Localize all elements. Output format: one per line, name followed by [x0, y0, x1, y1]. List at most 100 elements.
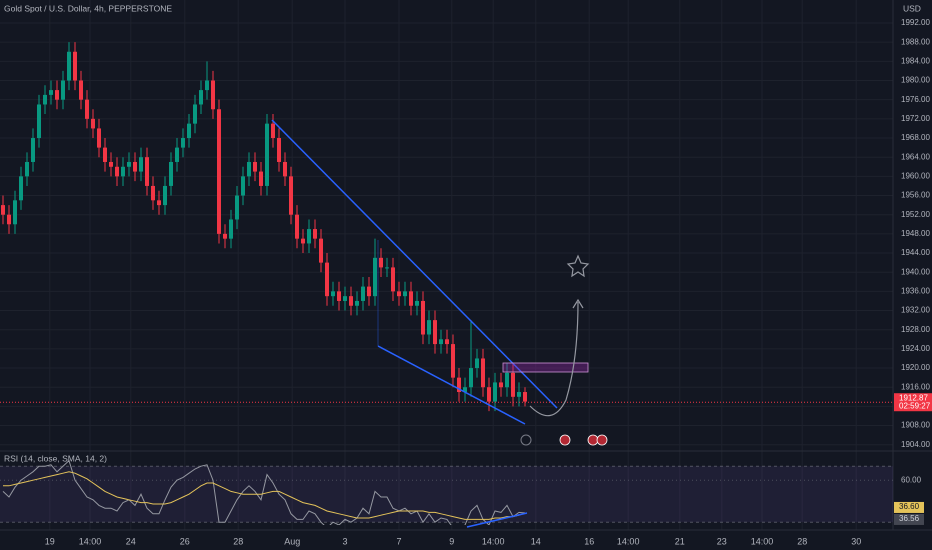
candle-body	[61, 80, 65, 100]
candle-body	[85, 99, 89, 119]
candle-body	[307, 229, 311, 244]
candle-body	[289, 176, 293, 215]
candle-body	[253, 161, 257, 172]
candle-body	[133, 161, 137, 172]
x-tick-label: 26	[180, 536, 190, 546]
candle-body	[505, 372, 509, 388]
y-tick-label: 1924.00	[901, 344, 930, 353]
rsi-sma-box	[894, 513, 924, 525]
candle-body	[439, 339, 443, 345]
candle-body	[367, 286, 371, 297]
candle-body	[259, 171, 263, 186]
y-tick-label: 1960.00	[901, 171, 930, 180]
candle-body	[181, 138, 185, 148]
y-tick-label: 1916.00	[901, 382, 930, 391]
candle-body	[469, 368, 473, 388]
candle-body	[361, 286, 365, 301]
event-icon[interactable]	[559, 434, 571, 446]
candle-body	[313, 229, 317, 239]
rsi-tick-label: 60.00	[901, 475, 922, 484]
candle-body	[7, 214, 11, 225]
rsi-value-label: 36.60	[899, 502, 920, 511]
y-tick-label: 1944.00	[901, 248, 930, 257]
candle-body	[523, 392, 527, 402]
event-icon[interactable]	[587, 434, 599, 446]
candle-body	[373, 257, 377, 297]
projection-arrow[interactable]	[529, 301, 579, 417]
x-tick-label: 14:00	[79, 536, 102, 546]
candle-body	[427, 320, 431, 335]
y-tick-label: 1904.00	[901, 440, 930, 449]
candle-body	[433, 320, 437, 345]
y-tick-label: 1932.00	[901, 306, 930, 315]
x-tick-label: 28	[233, 536, 243, 546]
candle-body	[175, 147, 179, 162]
currency: USD	[903, 3, 921, 13]
candle-body	[463, 387, 467, 393]
candle-body	[157, 200, 161, 206]
candle-body	[241, 176, 245, 196]
y-tick-label: 1952.00	[901, 210, 930, 219]
y-tick-label: 1988.00	[901, 37, 930, 46]
candle-body	[337, 291, 341, 301]
candle-body	[319, 238, 323, 263]
candle-body	[229, 219, 233, 239]
x-tick-label: 14:00	[617, 536, 640, 546]
candle-body	[517, 392, 521, 397]
candle-body	[19, 176, 23, 201]
candle-body	[139, 157, 143, 172]
event-icon[interactable]	[520, 434, 532, 446]
rsi-value-box	[894, 501, 924, 513]
candle-body	[25, 161, 29, 177]
candle-body	[397, 291, 401, 297]
arrow-head	[572, 298, 584, 309]
x-tick-label: 7	[396, 536, 401, 546]
x-tick-label: 21	[675, 536, 685, 546]
candle-body	[445, 339, 449, 345]
candle-body	[43, 94, 47, 105]
y-tick-label: 1968.00	[901, 133, 930, 142]
y-tick-label: 1956.00	[901, 191, 930, 200]
event-icon[interactable]	[596, 434, 608, 446]
candle-body	[145, 157, 149, 186]
candle-body	[247, 161, 251, 177]
last-price-label: 1912.87	[899, 393, 928, 402]
y-tick-label: 1972.00	[901, 114, 930, 123]
rsi-sma-line	[3, 471, 526, 520]
candle-body	[79, 80, 83, 100]
candle-body	[511, 372, 515, 397]
y-tick-label: 1928.00	[901, 325, 930, 334]
x-tick-label: 30	[851, 536, 861, 546]
zone-rectangle[interactable]	[502, 362, 589, 373]
x-tick-label: 28	[797, 536, 807, 546]
y-tick-label: 1976.00	[901, 95, 930, 104]
rsi-trend-line[interactable]	[466, 512, 528, 528]
candle-body	[67, 51, 71, 81]
candle-body	[325, 262, 329, 297]
candle-body	[217, 109, 221, 234]
candle-body	[415, 300, 419, 306]
candle-body	[205, 80, 209, 91]
chart-title: Gold Spot / U.S. Dollar, 4h, PEPPERSTONE	[4, 3, 172, 13]
y-tick-label: 1984.00	[901, 56, 930, 65]
trend-line[interactable]	[271, 119, 558, 409]
x-tick-label: 14	[531, 536, 541, 546]
candles	[0, 42, 893, 412]
candle-body	[187, 123, 191, 139]
axes: 1904.001908.001912.001916.001920.001924.…	[45, 18, 932, 546]
candle-body	[349, 296, 353, 306]
y-tick-label: 1936.00	[901, 286, 930, 295]
star-icon[interactable]	[566, 254, 590, 278]
candle-body	[499, 382, 503, 388]
rsi-line	[2, 459, 526, 525]
candle-body	[295, 214, 299, 239]
x-tick-label: 24	[126, 536, 136, 546]
countdown-label: 02:59:27	[899, 401, 931, 410]
candle-body	[265, 123, 269, 186]
last-price-box	[894, 393, 932, 412]
trend-line[interactable]	[377, 345, 526, 425]
x-tick-label: 16	[584, 536, 594, 546]
y-tick-label: 1920.00	[901, 363, 930, 372]
